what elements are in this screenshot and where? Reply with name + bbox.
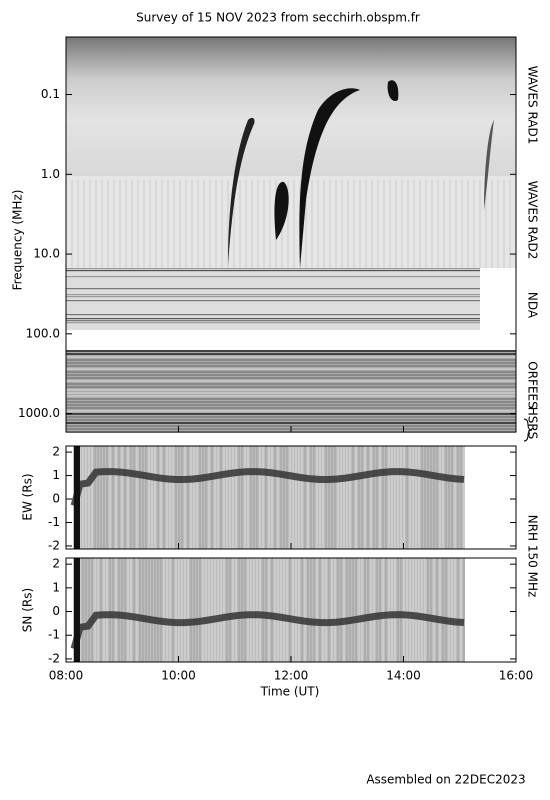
x-tick-label: 10:00 [161,669,196,683]
texture [66,296,480,298]
texture [66,368,516,370]
texture [66,318,480,320]
texture [66,383,516,385]
y-tick-label: 100.0 [26,326,60,340]
y-tick-label: -1 [48,515,60,529]
texture [66,371,516,373]
texture [66,410,516,412]
nda [66,268,480,330]
texture [66,359,516,361]
y-tick-label: -1 [48,628,60,642]
y-tick-label: 1 [52,580,60,594]
y-tick-label: 0.1 [41,87,60,101]
texture [66,374,516,376]
texture [66,392,516,394]
rad2 [66,176,516,268]
texture [66,365,516,367]
texture [66,413,516,415]
texture [66,362,516,364]
instrument-label: ORFEES [526,361,540,408]
texture [66,294,480,296]
y-tick-label: -2 [48,651,60,665]
texture [66,398,516,400]
texture [66,322,480,324]
nrh-ridge [70,468,465,507]
texture [66,404,516,406]
y-tick-label: 1 [52,468,60,482]
texture [66,386,516,388]
nrh-ridge [70,611,465,650]
texture [66,389,516,391]
burst [299,88,360,269]
y-label: EW (Rs) [21,473,35,520]
instrument-label: WAVES RAD1 [526,66,540,145]
burst [228,117,255,265]
texture [66,314,480,316]
x-label: Time (UT) [260,685,320,699]
texture [66,276,480,278]
texture [66,380,516,382]
texture [66,350,516,352]
texture [66,419,516,421]
footer: Assembled on 22DEC2023 [366,773,525,787]
y-tick-label: 10.0 [33,247,60,261]
x-tick-label: 12:00 [274,669,309,683]
image-layer [65,37,516,662]
instrument-label: WAVES RAD2 [526,181,540,260]
texture [66,356,516,358]
gap [66,330,516,350]
y-label: SN (Rs) [21,588,35,632]
y-tick-label: 0 [52,492,60,506]
brace [523,418,533,442]
y-tick-label: 2 [52,557,60,571]
x-tick-label: 16:00 [499,669,534,683]
nrh-edge [74,558,80,662]
instrument-label: NDA [526,292,540,319]
texture [66,268,480,270]
texture [66,395,516,397]
x-tick-label: 14:00 [386,669,421,683]
title: Survey of 15 NOV 2023 from secchirh.obsp… [136,11,420,25]
instrument-label: NRH 150 MHz [526,515,540,598]
nrh-edge [74,446,80,549]
texture [66,320,480,322]
texture [66,416,516,418]
rad1 [66,37,516,176]
y-tick-label: 1000.0 [18,406,60,420]
burst [484,120,494,210]
y-label: Frequency (MHz) [11,190,25,291]
texture [66,270,480,272]
y-tick-label: 0 [52,604,60,618]
texture [66,422,516,424]
y-tick-label: 1.0 [41,167,60,181]
x-tick-label: 08:00 [49,669,84,683]
burst [387,80,399,101]
texture [66,353,516,355]
texture [66,407,516,409]
burst [274,181,289,240]
y-tick-label: 2 [52,445,60,459]
y-tick-label: -2 [48,538,60,552]
texture [66,377,516,379]
texture [66,300,480,302]
texture [66,401,516,403]
texture [66,288,480,290]
